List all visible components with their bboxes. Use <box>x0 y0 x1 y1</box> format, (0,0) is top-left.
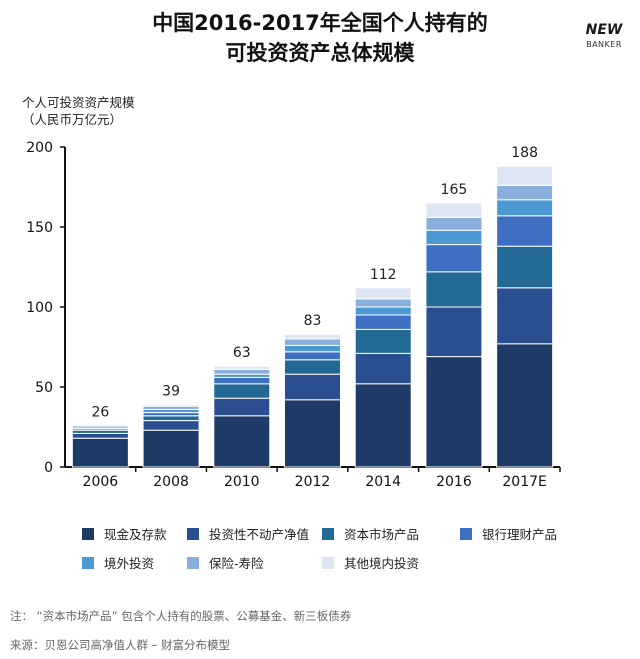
bar-total-label: 165 <box>441 182 468 198</box>
legend-item: 其他境内投资 <box>322 553 419 572</box>
bar-segment <box>425 356 483 468</box>
x-tick-label: 2014 <box>365 474 401 490</box>
legend-item: 银行理财产品 <box>460 524 557 543</box>
y-tick-label: 0 <box>44 460 53 476</box>
bar-segment <box>142 420 200 431</box>
logo-text-banker: BANKER <box>586 40 622 49</box>
bar-segment <box>425 229 483 246</box>
legend-label: 投资性不动产净值 <box>209 527 310 542</box>
y-tick-label: 200 <box>26 140 53 156</box>
bar-segment <box>284 399 341 468</box>
legend-label: 境外投资 <box>104 556 155 571</box>
bar-segment <box>71 424 129 428</box>
legend-swatch <box>187 557 199 569</box>
bar-segment <box>425 271 483 308</box>
bar-segment <box>213 376 271 385</box>
legend-item: 境外投资 <box>82 553 154 572</box>
legend-swatch <box>322 557 334 569</box>
legend-label: 其他境内投资 <box>344 556 420 571</box>
y-axis-label-line-2: （人民币万亿元） <box>22 112 123 127</box>
legend-item: 投资性不动产净值 <box>187 524 309 543</box>
chart-title: 中国2016-2017年全国个人持有的 可投资资产总体规模 <box>0 8 640 68</box>
bar-segment <box>142 404 200 407</box>
bar-total-label: 26 <box>91 404 109 420</box>
bar-segment <box>284 333 341 340</box>
newbanker-logo: NEW BANKER <box>580 18 628 62</box>
title-line-2: 可投资资产总体规模 <box>225 41 415 65</box>
legend-item: 现金及存款 <box>82 524 167 543</box>
bar-segment <box>496 199 554 217</box>
y-axis-label-line-1: 个人可投资资产规模 <box>22 95 135 110</box>
source-note: 来源：贝恩公司高净值人群 – 财富分布模型 <box>10 638 231 652</box>
bar-total-label: 112 <box>370 267 397 283</box>
bar-segment <box>496 184 554 201</box>
bar-segment <box>213 365 271 370</box>
bar-segment <box>142 429 200 468</box>
bar-segment <box>284 344 341 353</box>
y-axis-label: 个人可投资资产规模 （人民币万亿元） <box>22 94 135 128</box>
y-tick-label: 50 <box>35 380 53 396</box>
bar-segment <box>496 215 554 247</box>
bar-total-label: 63 <box>233 345 251 361</box>
bar-segment <box>213 415 271 468</box>
bar-segment <box>213 397 271 417</box>
bar-segment <box>425 306 483 358</box>
bar-segment <box>284 338 341 346</box>
bar-segment <box>213 383 271 399</box>
bar-total-label: 39 <box>162 384 180 400</box>
bar-segment <box>354 298 412 308</box>
legend-item: 资本市场产品 <box>322 524 419 543</box>
bar-segment <box>284 351 341 361</box>
bar-segment <box>71 437 129 468</box>
legend-label: 资本市场产品 <box>344 527 420 542</box>
bar-segment <box>354 314 412 330</box>
bar-segment <box>496 245 554 289</box>
legend-swatch <box>187 528 199 540</box>
x-tick-label: 2008 <box>153 474 189 490</box>
title-line-1: 中国2016-2017年全国个人持有的 <box>152 11 488 35</box>
bar-segment <box>354 287 412 300</box>
bar-segment <box>425 216 483 231</box>
bar-segment <box>213 368 271 375</box>
bar-segment <box>71 432 129 439</box>
legend-item: 保险-寿险 <box>187 553 264 572</box>
legend-label: 现金及存款 <box>104 527 167 542</box>
bar-segment <box>142 415 200 422</box>
bar-segment <box>496 287 554 345</box>
x-tick-label: 2016 <box>436 474 472 490</box>
bar-segment <box>354 306 412 316</box>
logo-text-new: NEW <box>585 22 623 38</box>
bar-total-label: 83 <box>304 313 322 329</box>
legend-label: 银行理财产品 <box>482 527 558 542</box>
y-tick-label: 150 <box>26 220 53 236</box>
bar-segment <box>425 244 483 273</box>
legend-label: 保险-寿险 <box>209 556 264 571</box>
bar-segment <box>354 328 412 354</box>
legend-swatch <box>82 528 94 540</box>
bar-total-label: 188 <box>511 145 538 161</box>
legend-swatch <box>460 528 472 540</box>
bar-segment <box>284 359 341 375</box>
legend-swatch <box>82 557 94 569</box>
footnote: 注： “资本市场产品” 包含个人持有的股票、公募基金、新三板债券 <box>10 609 352 623</box>
y-tick-label: 100 <box>26 300 53 316</box>
bar-segment <box>284 373 341 401</box>
x-tick-label: 2006 <box>83 474 119 490</box>
x-tick-label: 2012 <box>295 474 331 490</box>
bar-segment <box>496 343 554 468</box>
legend-swatch <box>322 528 334 540</box>
bar-segment <box>425 202 483 218</box>
bar-segment <box>496 165 554 186</box>
x-tick-label: 2017E <box>502 474 546 490</box>
bar-segment <box>354 383 412 468</box>
x-tick-label: 2010 <box>224 474 260 490</box>
bar-segment <box>354 352 412 385</box>
